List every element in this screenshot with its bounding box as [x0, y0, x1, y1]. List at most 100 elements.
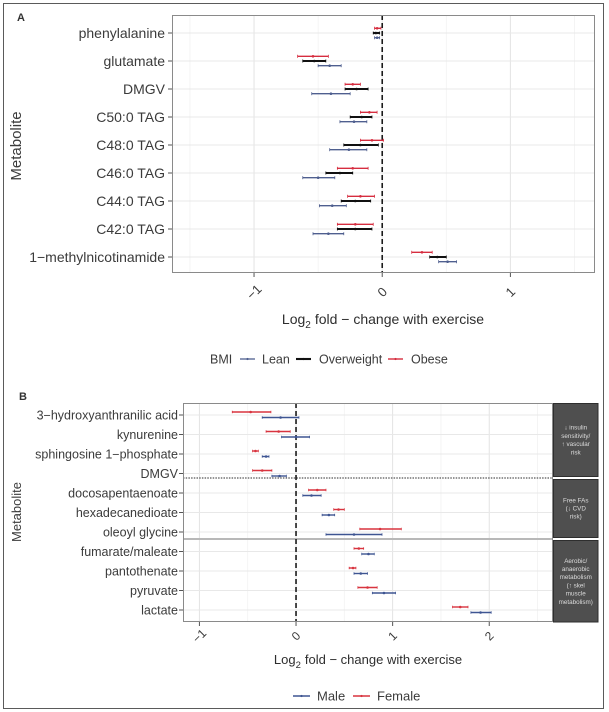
point-estimate [420, 251, 424, 254]
series-lean [302, 36, 457, 264]
y-tick-label: 3−hydroxyanthranilic acid [37, 409, 178, 423]
x-axis-title-suffix: fold − change with exercise [315, 311, 484, 327]
point-range-female [308, 488, 327, 492]
point-estimate [315, 488, 319, 492]
point-estimate [359, 143, 362, 147]
panel-label-a: A [17, 12, 25, 24]
y-tick-label: 1−methylnicotinamide [29, 249, 165, 265]
point-estimate [294, 435, 298, 439]
facet-strip-label: ↑ vascular [562, 441, 590, 448]
point-estimate [354, 227, 357, 231]
x-axis-title-suffix: fold − change with exercise [305, 652, 462, 667]
legend-label: Female [377, 689, 420, 704]
point-estimate [458, 605, 462, 609]
x-axis-title: Log2 fold − change with exercise [274, 652, 462, 671]
x-axis-title: Log2 fold − change with exercise [282, 311, 484, 331]
facet-strip-label: (↑ skel [567, 582, 585, 589]
point-range-lean [302, 176, 336, 180]
y-tick-label: C46:0 TAG [96, 165, 165, 181]
panel-label-b: B [19, 391, 27, 403]
y-tick-label: kynurenine [117, 428, 178, 442]
point-range-lean [374, 36, 381, 40]
point-range-lean [339, 120, 368, 124]
point-range-male [281, 435, 310, 439]
point-estimate [310, 494, 313, 497]
point-estimate [351, 83, 355, 86]
point-estimate [330, 204, 334, 207]
y-tick-label: docosapentaenoate [68, 487, 178, 501]
point-estimate [360, 115, 364, 119]
y-tick-label: C48:0 TAG [96, 137, 165, 153]
point-range-male [325, 533, 383, 536]
point-estimate [337, 508, 340, 511]
point-range-obese [360, 138, 384, 142]
point-range-female [353, 547, 365, 550]
point-estimate [357, 547, 361, 550]
point-range-obese [360, 110, 378, 114]
point-estimate [351, 566, 355, 570]
point-estimate [260, 469, 264, 472]
legend-item-lean: Lean [240, 353, 290, 367]
facet-strip-label: risk) [570, 514, 582, 521]
point-estimate [354, 199, 357, 203]
point-range-lean [311, 92, 351, 96]
series-male [261, 416, 492, 614]
point-range-overweight [340, 199, 372, 203]
point-range-obese [344, 82, 361, 86]
y-tick-label: oleoyl glycine [103, 526, 178, 540]
plot-border [172, 15, 595, 273]
point-estimate [359, 195, 362, 198]
point-estimate [328, 64, 331, 67]
point-range-male [261, 416, 300, 419]
legend-label: Obese [411, 353, 448, 367]
x-axis-title-subscript: 2 [305, 320, 311, 331]
legend-title: BMI [210, 353, 232, 367]
facet-strip-label: ↓ insulin [564, 425, 587, 432]
legend-item-obese: Obese [388, 353, 448, 367]
y-tick-label: glutamate [104, 53, 166, 69]
legend-label: Lean [262, 353, 290, 367]
point-estimate [316, 176, 320, 179]
point-estimate [311, 55, 315, 58]
y-tick-label: hexadecanedioate [76, 506, 178, 520]
plot-border [183, 403, 553, 622]
point-range-obese [336, 222, 374, 226]
facet-strip-label: Aerobic/ [564, 558, 587, 565]
facet-strip-background [553, 403, 599, 477]
point-range-female [359, 527, 402, 531]
point-estimate [370, 139, 374, 142]
point-range-obese [336, 166, 369, 170]
point-range-lean [438, 260, 457, 264]
point-estimate [249, 410, 252, 414]
point-range-overweight [336, 227, 373, 231]
x-axis-title-subscript: 2 [296, 660, 301, 671]
point-range-female [265, 430, 291, 433]
point-estimate [264, 455, 268, 458]
facet-strip-label: metabolism) [559, 599, 593, 606]
legend-item-overweight: Overweight [296, 353, 383, 367]
y-tick-label: fumarate/maleate [81, 545, 178, 559]
point-range-overweight [302, 59, 327, 63]
point-range-female [231, 410, 272, 414]
point-estimate [347, 148, 351, 151]
facet-strip-background [553, 479, 599, 538]
point-estimate [368, 111, 371, 114]
point-range-lean [319, 204, 347, 208]
point-range-female [348, 566, 357, 570]
y-tick-label: pyruvate [130, 584, 178, 598]
x-axis-title-prefix: Log [274, 652, 296, 667]
legend-key-point [246, 357, 249, 361]
point-range-overweight [325, 171, 354, 175]
y-axis-title: Metabolite [8, 111, 25, 180]
point-range-female [357, 586, 378, 589]
point-range-male [361, 552, 375, 556]
facet-strip-label: risk [571, 449, 582, 456]
point-estimate [378, 527, 382, 531]
point-range-male [271, 474, 287, 478]
point-range-lean [329, 148, 368, 152]
